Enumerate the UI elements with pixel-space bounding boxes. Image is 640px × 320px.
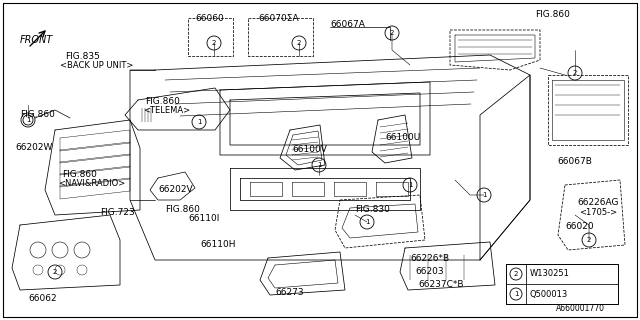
Text: FIG.860: FIG.860 — [165, 205, 200, 214]
Text: 66203: 66203 — [415, 267, 444, 276]
Text: 1: 1 — [365, 219, 369, 225]
Text: 66202W: 66202W — [15, 143, 52, 152]
Text: FIG.860: FIG.860 — [145, 97, 180, 106]
Text: 66110H: 66110H — [200, 240, 236, 249]
Text: 66067A: 66067A — [330, 20, 365, 29]
Text: <BACK UP UNIT>: <BACK UP UNIT> — [60, 61, 133, 70]
Text: 66226*B: 66226*B — [410, 254, 449, 263]
Text: FIG.860: FIG.860 — [535, 10, 570, 19]
Text: FIG.830: FIG.830 — [355, 205, 390, 214]
Text: 2: 2 — [587, 237, 591, 243]
Text: 2: 2 — [212, 40, 216, 46]
Text: FRONT: FRONT — [20, 35, 53, 45]
Text: A660001770: A660001770 — [556, 304, 605, 313]
Text: FIG.860: FIG.860 — [20, 110, 55, 119]
Text: 66100V: 66100V — [292, 145, 327, 154]
Text: <TELEMA>: <TELEMA> — [143, 106, 190, 115]
Text: 1: 1 — [514, 291, 518, 297]
Text: <NAVI&RADIO>: <NAVI&RADIO> — [58, 179, 125, 188]
Text: 66067B: 66067B — [557, 157, 592, 166]
Text: 1: 1 — [408, 182, 412, 188]
Text: 2: 2 — [390, 30, 394, 36]
Text: 2: 2 — [514, 271, 518, 277]
Text: 2: 2 — [297, 40, 301, 46]
Text: FIG.860: FIG.860 — [62, 170, 97, 179]
Text: 66060: 66060 — [195, 14, 224, 23]
Text: 66020: 66020 — [565, 222, 594, 231]
Text: 1: 1 — [196, 119, 201, 125]
Text: 66226AG: 66226AG — [577, 198, 618, 207]
Text: 66100U: 66100U — [385, 133, 420, 142]
Text: 1: 1 — [26, 117, 30, 123]
Text: 66062: 66062 — [28, 294, 56, 303]
Text: 2: 2 — [53, 269, 57, 275]
Text: 66070ƩA: 66070ƩA — [258, 14, 299, 23]
Text: FIG.835: FIG.835 — [65, 52, 100, 61]
Text: 66237C*B: 66237C*B — [418, 280, 463, 289]
Text: 1: 1 — [317, 162, 321, 168]
Text: Q500013: Q500013 — [530, 290, 568, 299]
Text: 2: 2 — [573, 70, 577, 76]
Text: FIG.723: FIG.723 — [100, 208, 135, 217]
Text: 66202V: 66202V — [158, 185, 193, 194]
Text: W130251: W130251 — [530, 269, 570, 278]
Text: <1705->: <1705-> — [579, 208, 617, 217]
Text: 66110I: 66110I — [188, 214, 220, 223]
Text: 1: 1 — [482, 192, 486, 198]
Text: 66273: 66273 — [275, 288, 303, 297]
